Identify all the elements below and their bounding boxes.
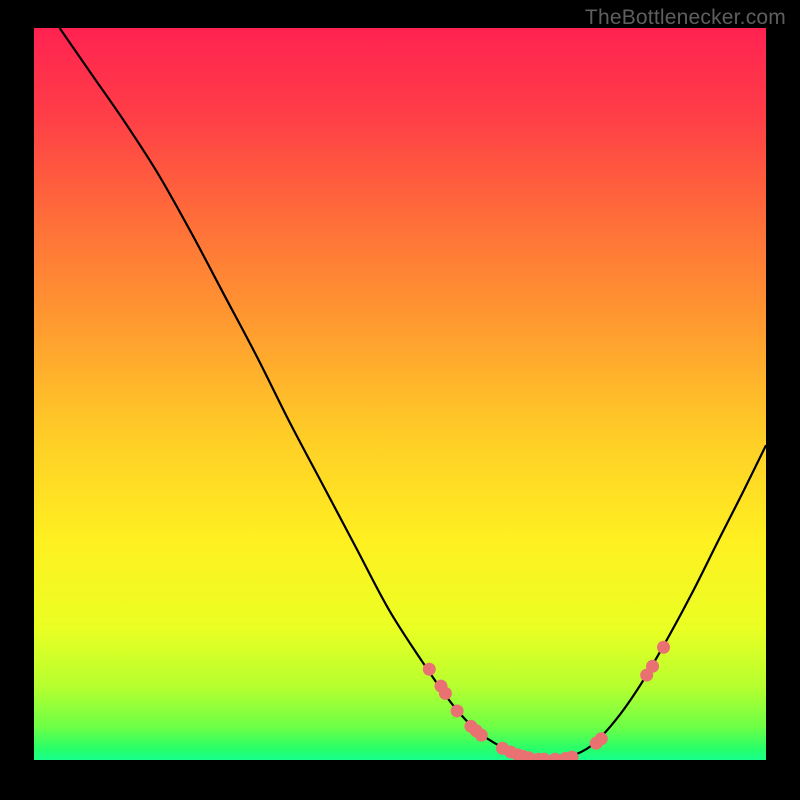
bottleneck-curve-chart	[34, 28, 766, 760]
scatter-marker	[451, 704, 464, 717]
chart-plot-area	[34, 28, 766, 760]
scatter-marker	[646, 660, 659, 673]
scatter-marker	[595, 732, 608, 745]
scatter-marker	[423, 663, 436, 676]
gradient-background	[34, 28, 766, 760]
watermark-text: TheBottlenecker.com	[585, 6, 786, 30]
scatter-marker	[439, 687, 452, 700]
scatter-marker	[475, 729, 488, 742]
scatter-marker	[657, 641, 670, 654]
